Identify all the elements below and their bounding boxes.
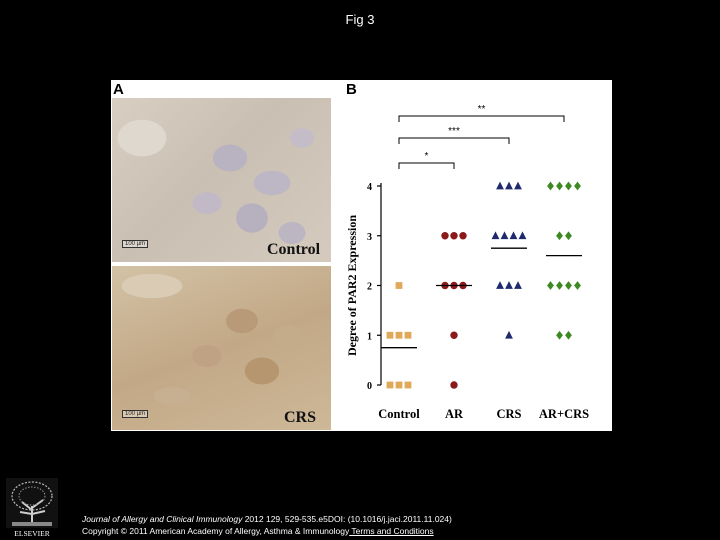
svg-text:ELSEVIER: ELSEVIER (14, 529, 49, 538)
data-point (395, 381, 403, 389)
elsevier-logo: ELSEVIER (6, 478, 58, 538)
data-point (500, 231, 509, 240)
data-point (556, 330, 563, 340)
data-point (459, 232, 467, 240)
data-point (556, 231, 563, 241)
data-point (496, 281, 504, 289)
data-point (450, 381, 458, 389)
x-category-label: AR (445, 407, 464, 421)
copyright-text: Copyright © 2011 American Academy of All… (82, 526, 350, 536)
citation: Journal of Allergy and Clinical Immunolo… (82, 513, 452, 537)
y-tick-label: 0 (367, 381, 372, 392)
data-point (556, 181, 563, 191)
data-point (514, 281, 522, 289)
scale-bar: 100 µm (122, 240, 149, 248)
significance-bracket (398, 115, 565, 122)
panel-b-letter: B (346, 81, 357, 98)
significance-label: ** (478, 104, 486, 115)
y-tick-label: 1 (367, 331, 372, 342)
control-label: Control (267, 241, 321, 258)
y-tick-label: 3 (367, 232, 372, 243)
data-point (450, 232, 458, 240)
data-point (404, 331, 412, 339)
data-point (404, 381, 412, 389)
y-tick-label: 2 (367, 282, 372, 293)
micrograph-crs: 100 µm CRS (112, 266, 331, 430)
data-point (565, 181, 572, 191)
data-point (505, 281, 513, 289)
figure: A 100 µm Control 100 µm CRS B 0 1 2 3 4 Degre… (111, 80, 612, 431)
significance-label: * (425, 151, 429, 162)
data-point (509, 231, 518, 240)
x-category-label: AR+CRS (539, 407, 589, 421)
data-point (514, 181, 522, 190)
y-axis-label: Degree of PAR2 Expression (345, 215, 359, 356)
data-point (505, 181, 513, 190)
data-point (441, 232, 449, 240)
data-point (505, 330, 513, 339)
scale-bar: 100 µm (122, 410, 149, 418)
data-point (574, 281, 581, 290)
crs-label: CRS (284, 409, 317, 426)
data-point (450, 331, 458, 339)
micrograph-control: 100 µm Control (112, 98, 331, 262)
par2-scatter-chart: 0 1 2 3 4 Degree of PAR2 Expression Control AR C… (345, 104, 589, 421)
x-category-label: Control (378, 407, 420, 421)
citation-details: 2012 129, 529-535.e5DOI: (10.1016/j.jaci… (242, 514, 452, 524)
data-point (386, 381, 394, 389)
y-tick-label: 4 (367, 182, 372, 193)
significance-label: *** (448, 126, 460, 137)
x-category-label: CRS (496, 407, 521, 421)
panel-a-letter: A (113, 81, 124, 98)
data-point (565, 281, 572, 290)
significance-bracket (398, 162, 455, 169)
data-point (547, 181, 554, 191)
data-point (518, 231, 527, 240)
data-point (386, 331, 394, 339)
terms-link[interactable]: Terms and Conditions (349, 526, 434, 536)
data-point (395, 331, 403, 339)
page-title: Fig 3 (345, 12, 375, 27)
data-point (556, 281, 563, 290)
data-point (565, 231, 572, 241)
journal-name: Journal of Allergy and Clinical Immunolo… (82, 514, 243, 524)
data-point (491, 231, 500, 240)
data-point (496, 181, 504, 190)
significance-bracket (398, 137, 510, 144)
data-point (565, 330, 572, 340)
data-point (547, 281, 554, 290)
data-point (395, 282, 403, 289)
data-point (574, 181, 581, 191)
